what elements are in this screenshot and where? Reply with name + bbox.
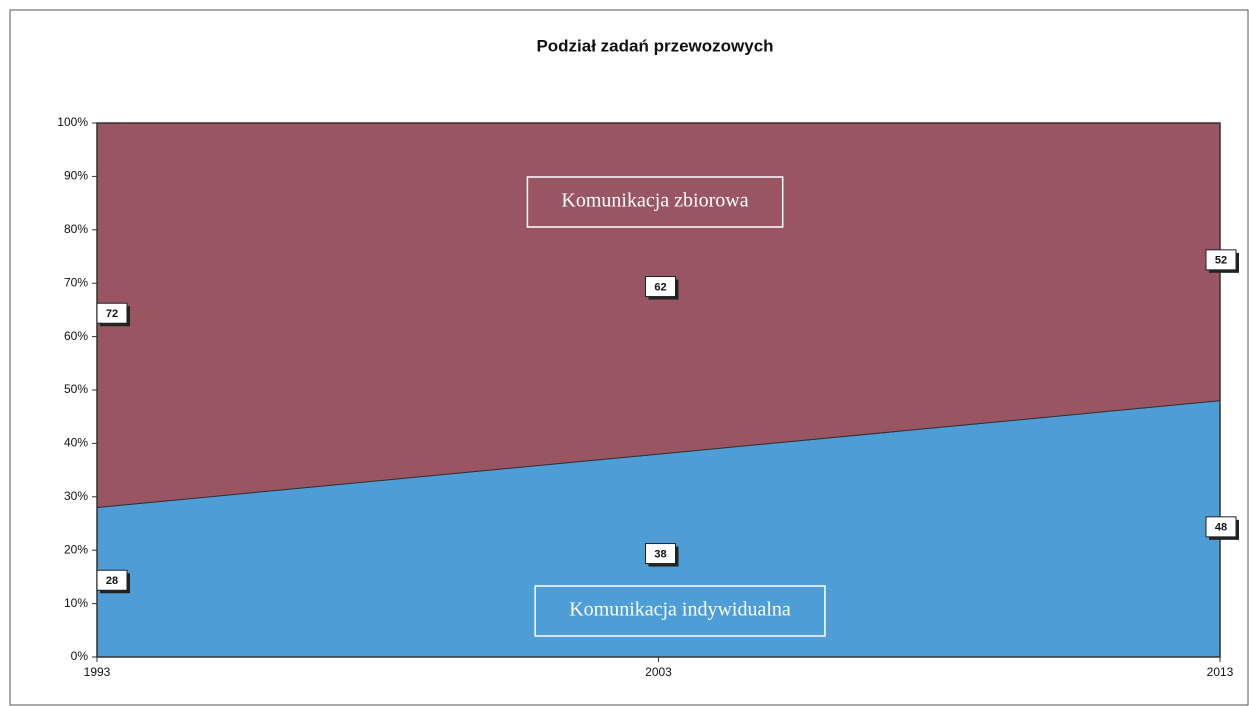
chart-frame [9, 9, 1249, 706]
data-label: 72 [106, 308, 118, 320]
series-label: Komunikacja zbiorowa [561, 190, 748, 212]
x-tick-label: 2003 [645, 665, 672, 679]
series-label: Komunikacja indywidualna [569, 599, 791, 621]
data-label: 38 [654, 548, 666, 560]
data-label: 48 [1215, 522, 1227, 534]
y-tick-label: 20% [64, 542, 88, 556]
chart-title: Podział zadań przewozowych [536, 36, 773, 55]
label-box [645, 276, 676, 298]
y-tick-label: 40% [64, 436, 88, 450]
series-label-box [534, 585, 826, 637]
label-box [96, 569, 128, 591]
y-tick-label: 70% [64, 275, 88, 289]
y-tick-label: 60% [64, 329, 88, 343]
y-tick-label: 30% [64, 489, 88, 503]
series-label-box [526, 176, 784, 228]
y-tick-label: 10% [64, 596, 88, 610]
label-box [96, 302, 128, 324]
data-label: 28 [106, 575, 118, 587]
x-tick-label: 1993 [84, 665, 111, 679]
data-label: 52 [1215, 255, 1227, 267]
label-box [1205, 516, 1237, 538]
label-box [1205, 249, 1237, 271]
y-tick-label: 80% [64, 222, 88, 236]
label-box [645, 543, 676, 565]
y-tick-label: 50% [64, 382, 88, 396]
y-tick-label: 0% [71, 649, 89, 663]
y-tick-label: 90% [64, 169, 88, 183]
x-tick-label: 2013 [1207, 665, 1234, 679]
data-label: 62 [654, 281, 666, 293]
y-tick-label: 100% [57, 115, 88, 129]
